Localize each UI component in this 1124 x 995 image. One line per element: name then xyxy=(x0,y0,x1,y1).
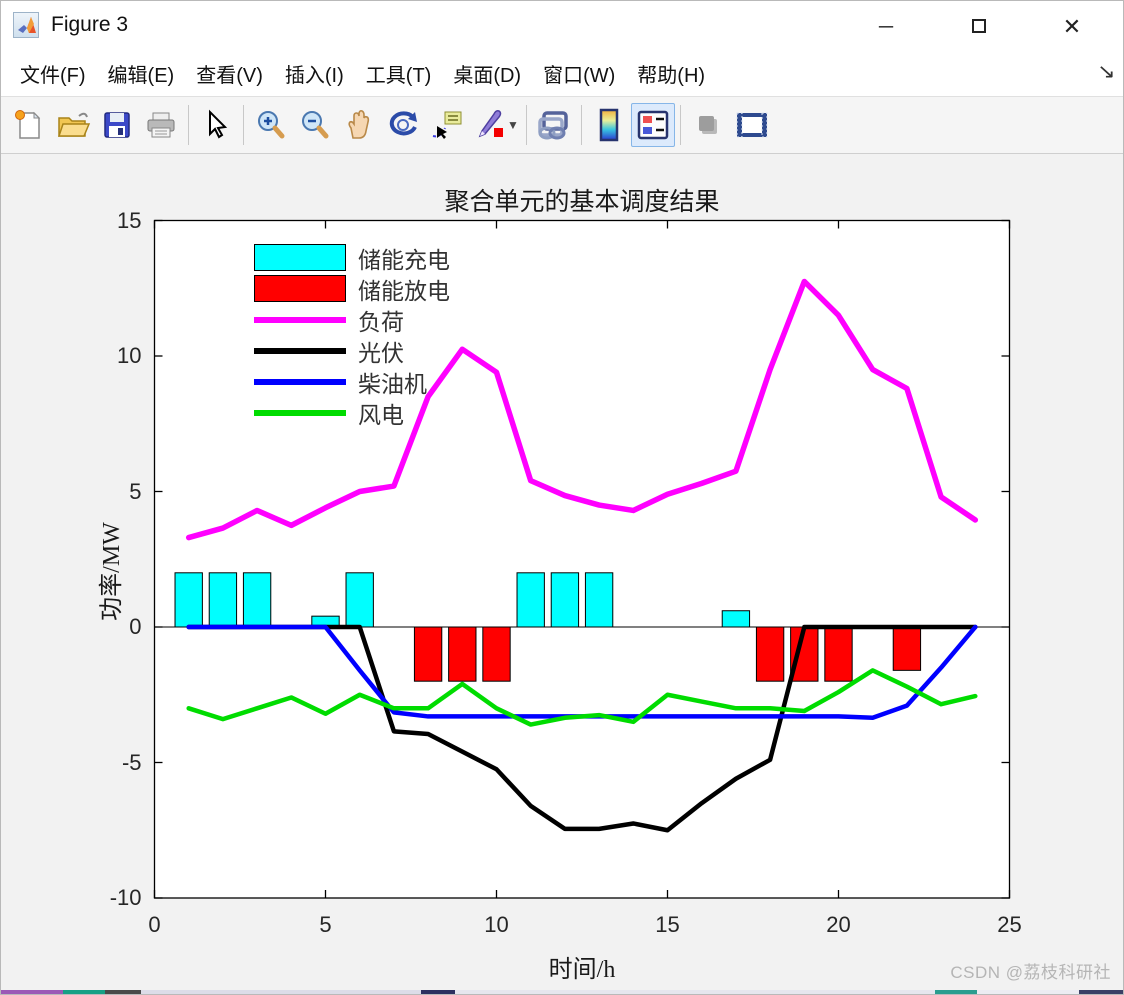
brush-dropdown-caret[interactable]: ▼ xyxy=(507,118,519,132)
x-tick-label: 0 xyxy=(148,912,161,937)
rotate-3d-icon[interactable] xyxy=(381,103,425,147)
y-tick-label: 5 xyxy=(129,478,142,504)
legend-label: 柴油机 xyxy=(358,371,427,397)
minimize-button[interactable]: ─ xyxy=(878,16,894,38)
legend-swatch xyxy=(254,409,346,416)
figure-canvas: 聚合单元的基本调度结果 功率/MW 时间/h 储能充电储能放电负荷光伏柴油机风电… xyxy=(1,154,1123,994)
brush-data-icon[interactable] xyxy=(469,103,513,147)
legend-label: 风电 xyxy=(358,402,404,428)
dock-figure-icon[interactable] xyxy=(730,103,774,147)
close-button[interactable]: ✕ xyxy=(1062,14,1082,39)
legend-item: 负荷 xyxy=(254,304,450,335)
legend-item: 光伏 xyxy=(254,335,450,366)
print-figure-icon[interactable] xyxy=(139,103,183,147)
maximize-button[interactable] xyxy=(956,11,1002,43)
y-tick-label: 15 xyxy=(117,207,142,233)
zoom-in-icon[interactable] xyxy=(249,103,293,147)
menu-desktop[interactable]: 桌面(D) xyxy=(453,65,522,87)
matlab-logo-icon xyxy=(13,12,39,38)
data-cursor-icon[interactable] xyxy=(425,103,469,147)
y-tick-label: 10 xyxy=(117,343,142,368)
menu-insert[interactable]: 插入(I) xyxy=(284,65,344,87)
x-tick-label: 5 xyxy=(319,912,332,937)
chart-legend: 储能充电储能放电负荷光伏柴油机风电 xyxy=(254,242,450,428)
pan-hand-icon[interactable] xyxy=(337,103,381,147)
legend-swatch xyxy=(254,244,346,271)
zoom-out-icon[interactable] xyxy=(293,103,337,147)
x-axis-label: 时间/h xyxy=(548,957,616,983)
window-title: Figure 3 xyxy=(51,13,129,36)
insert-colorbar-icon[interactable] xyxy=(587,103,631,147)
x-tick-label: 25 xyxy=(997,912,1022,937)
x-tick-label: 10 xyxy=(484,912,509,937)
legend-label: 负荷 xyxy=(358,309,404,335)
menu-edit[interactable]: 编辑(E) xyxy=(107,65,175,87)
y-tick-label: 0 xyxy=(129,614,142,639)
x-tick-label: 15 xyxy=(655,912,680,937)
y-tick-label: -10 xyxy=(109,885,142,910)
legend-swatch xyxy=(254,378,346,385)
legend-item: 储能放电 xyxy=(254,273,450,304)
legend-label: 储能放电 xyxy=(358,278,450,304)
menu-view[interactable]: 查看(V) xyxy=(196,65,263,87)
dock-arrow-icon[interactable]: ↘ xyxy=(1097,61,1116,83)
legend-label: 光伏 xyxy=(358,340,404,366)
chart-plot xyxy=(153,219,1011,899)
menu-file[interactable]: 文件(F) xyxy=(20,65,86,87)
menu-bar: 文件(F) 编辑(E) 查看(V) 插入(I) 工具(T) 桌面(D) 窗口(W… xyxy=(1,51,1123,96)
toolbar: ▼ xyxy=(1,96,1123,154)
y-axis-label: 功率/MW xyxy=(98,522,125,621)
menu-tools[interactable]: 工具(T) xyxy=(365,65,432,87)
chart-title: 聚合单元的基本调度结果 xyxy=(444,189,720,216)
watermark-text: CSDN @荔枝科研社 xyxy=(950,963,1111,982)
legend-item: 储能充电 xyxy=(254,242,450,273)
legend-item: 柴油机 xyxy=(254,366,450,397)
legend-swatch xyxy=(254,275,346,302)
y-tick-label: -5 xyxy=(121,749,142,775)
insert-legend-icon[interactable] xyxy=(630,103,675,147)
edit-pointer-icon[interactable] xyxy=(194,103,238,147)
legend-label: 储能充电 xyxy=(358,247,450,273)
title-bar: Figure 3 ─ ✕ xyxy=(1,1,1123,51)
open-file-icon[interactable] xyxy=(51,103,95,147)
link-plot-icon[interactable] xyxy=(532,103,576,147)
bottom-edge-artifacts xyxy=(1,990,1123,994)
legend-item: 风电 xyxy=(254,397,450,428)
save-figure-icon[interactable] xyxy=(95,103,139,147)
x-tick-label: 20 xyxy=(826,912,851,937)
new-figure-icon[interactable] xyxy=(7,103,51,147)
legend-swatch xyxy=(254,316,346,323)
menu-help[interactable]: 帮助(H) xyxy=(637,65,706,87)
legend-swatch xyxy=(254,347,346,354)
hide-plot-tools-icon[interactable] xyxy=(686,103,730,147)
menu-window[interactable]: 窗口(W) xyxy=(543,65,616,87)
